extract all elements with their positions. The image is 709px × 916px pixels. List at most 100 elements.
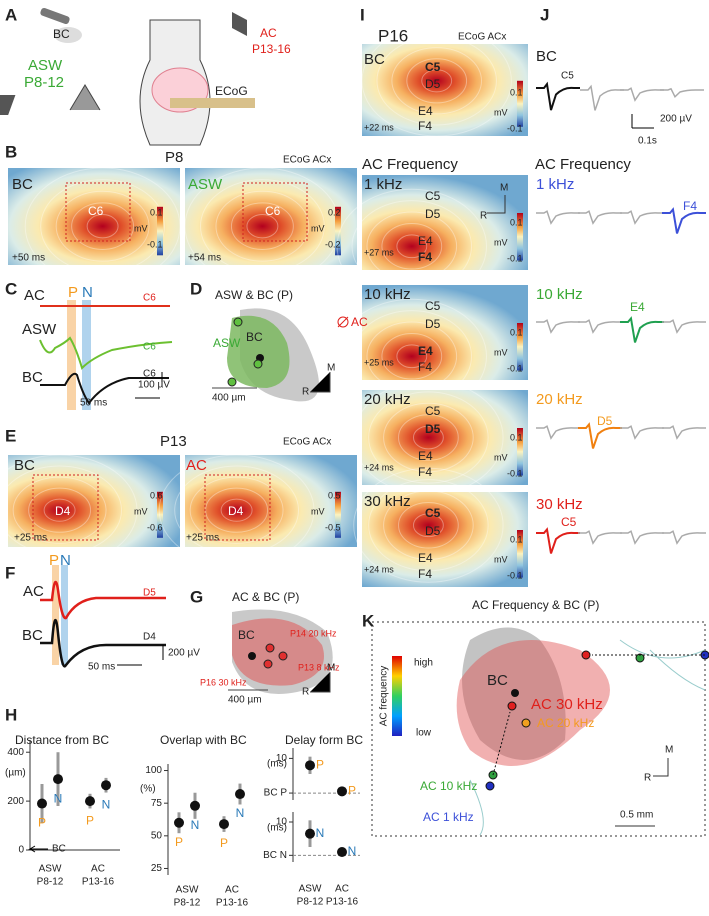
frequency: 10 kHz	[364, 286, 411, 303]
contour	[398, 414, 459, 461]
trace	[578, 422, 622, 449]
n-label: N	[82, 284, 93, 301]
series-label: P	[348, 784, 356, 798]
trace	[620, 316, 664, 343]
scale-label: 100 µV	[138, 380, 170, 391]
scale: -0.1	[507, 363, 523, 373]
latency: +25 ms	[14, 533, 47, 544]
trace-label: AC	[24, 287, 45, 304]
frame	[371, 621, 706, 837]
colorbar	[517, 530, 523, 578]
label: AC 20 kHz	[537, 716, 594, 730]
age: P8	[165, 149, 183, 166]
roi	[242, 182, 308, 242]
x-tick-label: P13-16	[82, 877, 115, 888]
axis-label: R	[480, 211, 487, 222]
axis-label: M	[327, 363, 335, 374]
panel-label: I	[360, 5, 365, 24]
label: AC	[351, 315, 368, 329]
site: C6	[143, 342, 156, 353]
axis-unit: (µm)	[5, 768, 26, 779]
barrel: E4	[418, 551, 433, 565]
axis-label: M	[327, 663, 335, 674]
barrel: F4	[418, 119, 432, 133]
label: ECoG	[215, 84, 248, 98]
contour	[205, 487, 269, 533]
n-label: N	[60, 552, 71, 569]
ac-point	[521, 718, 531, 728]
series-label: N	[236, 806, 245, 820]
scale-bar	[212, 372, 331, 393]
frequency: 20 kHz	[364, 391, 411, 408]
scale: -0.1	[507, 468, 523, 478]
scale-bar	[228, 672, 331, 693]
trace	[620, 87, 664, 102]
heatmaps	[0, 25, 528, 587]
y-tick-label: 0	[18, 845, 24, 856]
point	[174, 817, 184, 828]
barrel: E4	[418, 449, 433, 463]
stimulator	[40, 7, 70, 25]
site: E4	[630, 300, 645, 314]
x-tick-label: AC	[225, 885, 239, 896]
contour	[24, 167, 181, 285]
label: BC	[53, 27, 70, 41]
bc-point	[248, 652, 256, 660]
y-tick-label: 100	[145, 765, 162, 776]
scale: -0.1	[507, 570, 523, 580]
series-label: N	[54, 791, 63, 805]
heatmap	[362, 44, 528, 136]
heatmap	[185, 455, 357, 547]
trace	[578, 530, 622, 545]
stimulus: BC	[12, 176, 33, 193]
chart-title: Distance from BC	[15, 733, 109, 747]
latency: +50 ms	[12, 253, 45, 264]
contour	[28, 487, 92, 533]
colorbar-title: AC frequency	[379, 666, 390, 727]
asw-point	[233, 317, 243, 327]
contour	[174, 465, 300, 555]
point	[305, 828, 315, 839]
point	[101, 780, 111, 791]
point	[190, 800, 200, 811]
barrel: E4	[418, 344, 433, 358]
trace	[662, 319, 706, 334]
whisker-deflector	[0, 95, 16, 115]
title: ASW & BC (P)	[215, 288, 293, 302]
series-label: N	[102, 797, 111, 811]
barrel: C5	[425, 60, 441, 74]
scale: 0.5	[328, 490, 341, 500]
barrel: C5	[425, 189, 441, 203]
chart-title: Overlap with BC	[160, 733, 247, 747]
scale: 0.1	[510, 327, 523, 337]
point	[337, 786, 347, 797]
contour	[398, 501, 459, 549]
latency: +24 ms	[364, 564, 394, 574]
point	[85, 796, 95, 807]
colorbar	[517, 428, 523, 476]
frequency: 1 kHz	[364, 176, 402, 193]
label: AC 1 kHz	[423, 810, 474, 824]
trace	[662, 207, 706, 234]
x-tick-label: P8-12	[37, 877, 64, 888]
barrel: D4	[55, 504, 71, 518]
series-label: P	[220, 836, 228, 850]
latency: +54 ms	[188, 253, 221, 264]
barrel: D5	[425, 422, 441, 436]
contour	[353, 467, 504, 583]
scale: 0.1	[510, 87, 523, 97]
trace	[536, 210, 580, 225]
contour	[376, 36, 497, 126]
axis-label: R	[644, 773, 651, 784]
colorbar	[517, 213, 523, 261]
unit: mV	[494, 554, 508, 564]
colorbar-label: high	[414, 658, 433, 669]
panel-label: K	[362, 611, 375, 630]
trace-label: AC	[23, 583, 44, 600]
point	[305, 760, 315, 771]
trace	[620, 210, 664, 225]
colorbar	[335, 491, 341, 538]
trace	[578, 210, 622, 225]
ac-point	[581, 650, 591, 660]
barrel: C5	[425, 506, 441, 520]
